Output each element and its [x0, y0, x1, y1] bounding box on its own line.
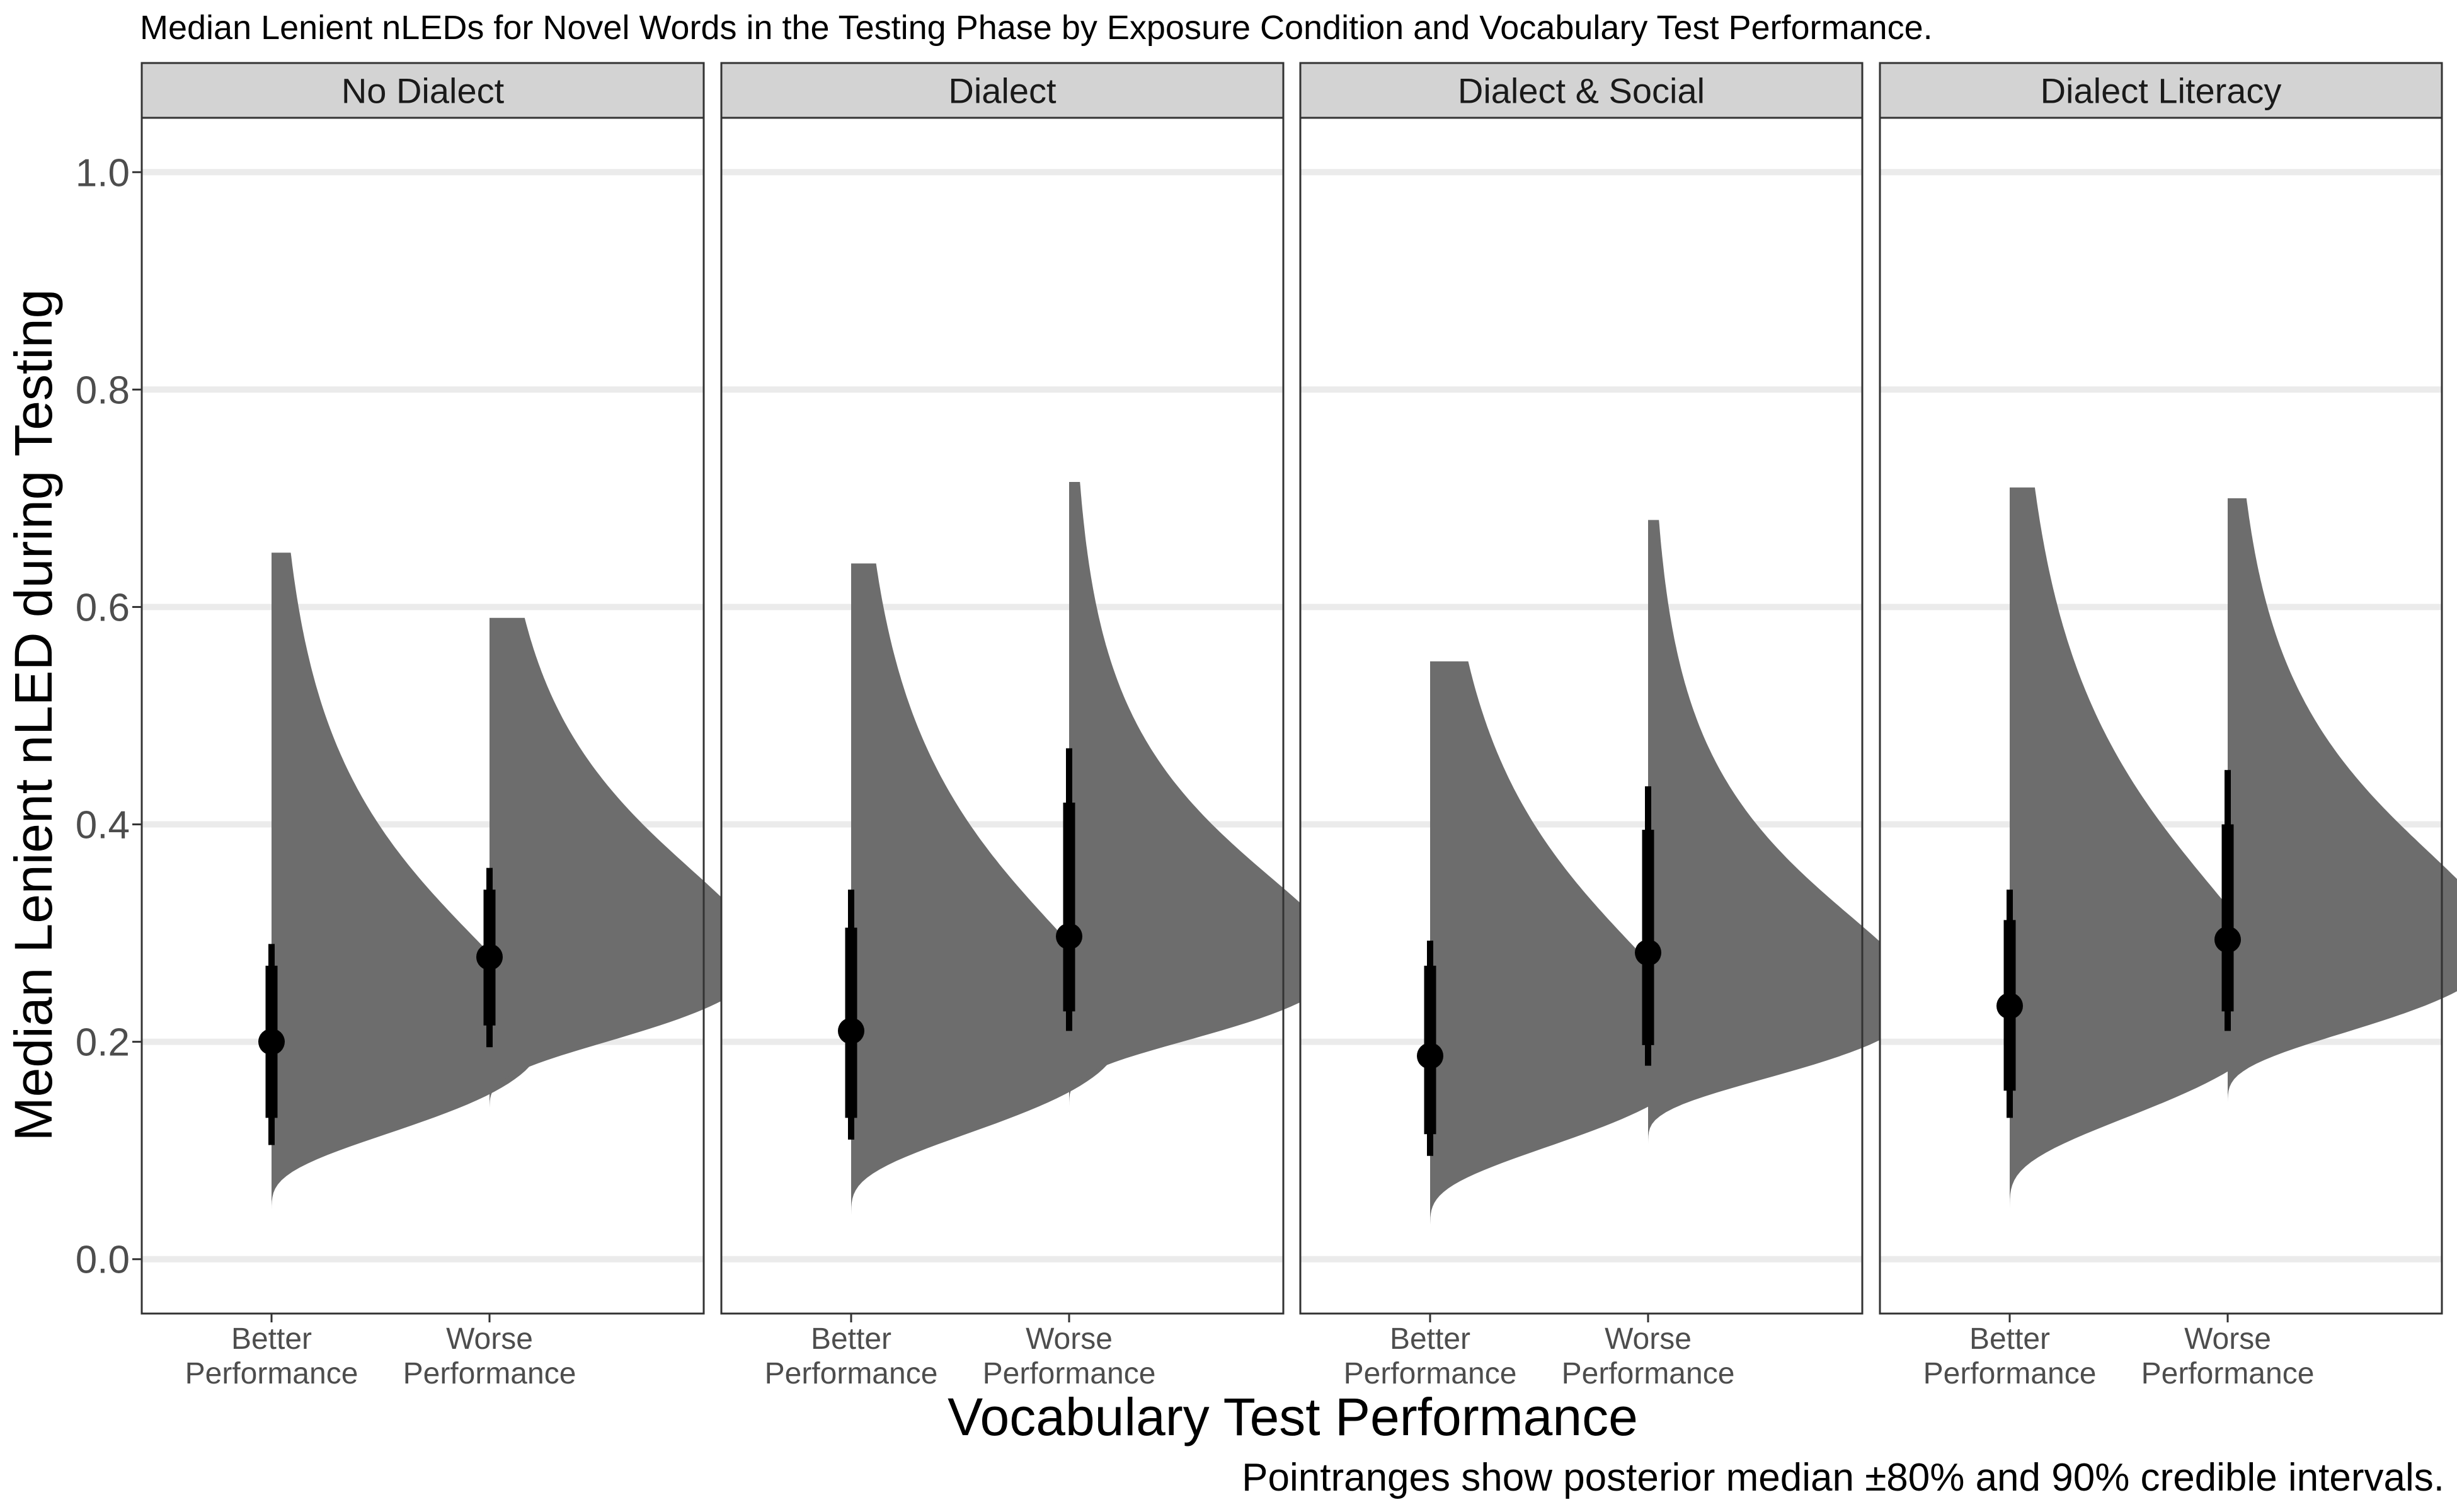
median-point: [1056, 923, 1082, 950]
density-shape: [2010, 487, 2281, 1227]
median-point: [838, 1017, 864, 1045]
x-tick-label: Better: [231, 1322, 312, 1356]
x-tick-label: Performance: [765, 1357, 938, 1390]
density-shape: [272, 553, 542, 1227]
y-tick-label: 0.0: [76, 1239, 130, 1282]
facet-strip-label: Dialect: [948, 71, 1057, 111]
panel: BetterPerformanceWorsePerformanceDialect…: [1299, 62, 1919, 1390]
facet-strip-label: No Dialect: [341, 71, 505, 111]
x-axis-label: Vocabulary Test Performance: [948, 1387, 1638, 1446]
facet-strip: [140, 62, 705, 119]
x-tick-label: Performance: [1562, 1357, 1735, 1390]
x-tick-label: Performance: [403, 1357, 576, 1390]
y-tick-label: 0.4: [76, 804, 130, 847]
density-shape: [1648, 520, 1919, 1156]
y-tick-label: 0.6: [76, 586, 130, 629]
x-tick-label: Worse: [446, 1322, 533, 1356]
y-axis-label: Median Lenient nLED during Testing: [4, 289, 63, 1142]
y-axis: 0.0 0.2 0.4 0.6 0.8 1.0: [76, 151, 142, 1282]
facet-strip-label: Dialect Literacy: [2041, 71, 2282, 111]
y-tick-label: 0.2: [76, 1021, 130, 1065]
median-point: [476, 944, 503, 971]
facet-strip: [1879, 62, 2443, 119]
x-tick-label: Worse: [1026, 1322, 1113, 1356]
x-tick-label: Performance: [1923, 1357, 2097, 1390]
density-shape: [1430, 661, 1701, 1243]
facet-strip: [1299, 62, 1864, 119]
x-tick-label: Worse: [2184, 1322, 2271, 1356]
facet-strip-label: Dialect & Social: [1458, 71, 1705, 111]
x-tick-label: Better: [1390, 1322, 1470, 1356]
density-shape: [1069, 482, 1340, 1118]
panel: BetterPerformanceWorsePerformanceDialect…: [1879, 62, 2457, 1390]
x-tick-label: Performance: [2141, 1357, 2315, 1390]
median-point: [1996, 992, 2023, 1019]
density-shape: [2228, 498, 2457, 1118]
median-point: [2214, 926, 2241, 953]
facet-strip: [720, 62, 1285, 119]
chart-caption: Pointranges show posterior median ±80% a…: [1242, 1456, 2444, 1499]
y-tick-label: 0.8: [76, 369, 130, 412]
panel-background: [142, 118, 704, 1314]
y-tick-label: 1.0: [76, 151, 130, 195]
x-tick-label: Performance: [983, 1357, 1156, 1390]
x-tick-label: Better: [811, 1322, 891, 1356]
median-point: [258, 1028, 285, 1055]
median-point: [1635, 939, 1661, 966]
chart-title: Median Lenient nLEDs for Novel Words in …: [140, 9, 1933, 47]
x-tick-label: Performance: [1344, 1357, 1517, 1390]
density-shape: [490, 617, 760, 1123]
x-tick-label: Worse: [1605, 1322, 1692, 1356]
panel-background: [1880, 118, 2442, 1314]
x-tick-label: Performance: [185, 1357, 358, 1390]
median-point: [1417, 1043, 1443, 1070]
panel-background: [721, 118, 1283, 1314]
x-tick-label: Better: [1969, 1322, 2050, 1356]
density-shape: [851, 563, 1122, 1232]
